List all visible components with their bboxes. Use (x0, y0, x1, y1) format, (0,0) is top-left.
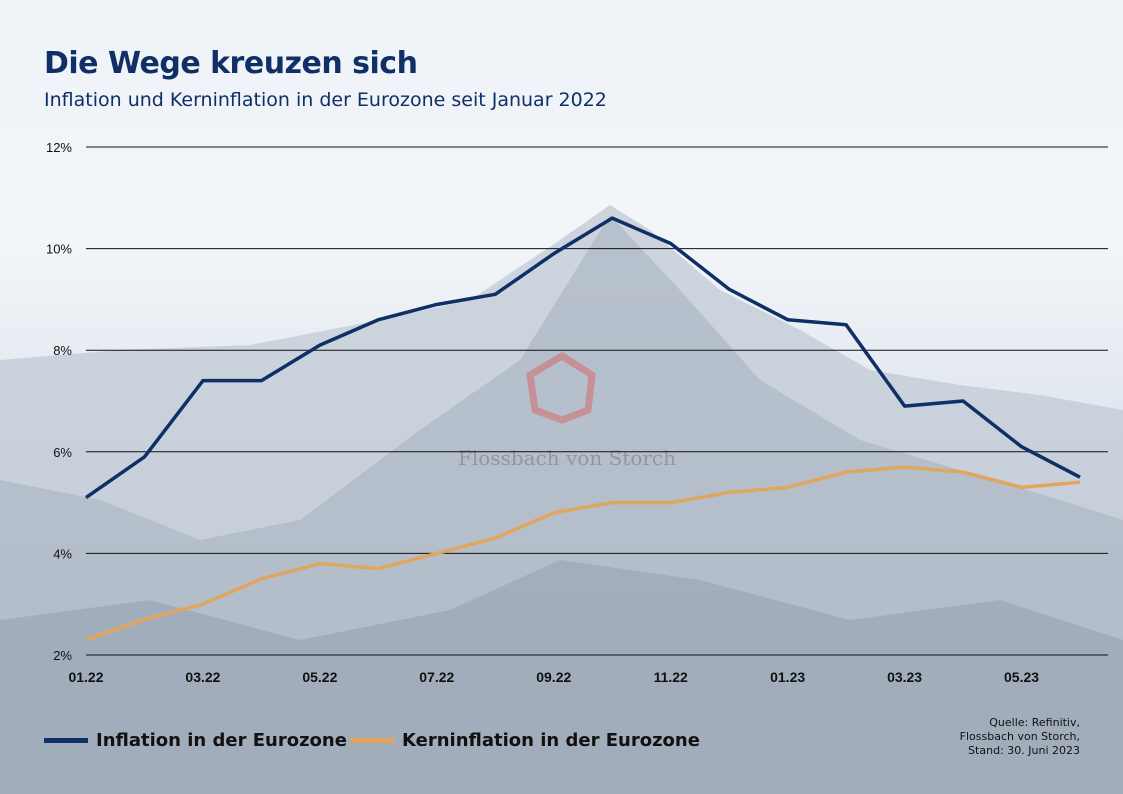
source-line: Flossbach von Storch, (959, 730, 1080, 743)
x-tick-label: 09.22 (536, 669, 571, 685)
x-tick-label: 03.22 (185, 669, 220, 685)
logo-pentagon-icon (526, 351, 596, 424)
x-tick-label: 05.22 (302, 669, 337, 685)
y-tick-label: 2% (53, 648, 72, 663)
x-tick-label: 07.22 (419, 669, 454, 685)
watermark: Flossbach von Storch (458, 446, 677, 470)
x-tick-label: 01.23 (770, 669, 805, 685)
legend-item-core-inflation: Kerninflation in der Eurozone (350, 730, 700, 751)
legend-swatch-inflation (44, 738, 88, 743)
x-tick-label: 11.22 (654, 669, 688, 685)
legend-label-inflation: Inflation in der Eurozone (96, 730, 347, 751)
y-tick-label: 12% (46, 140, 72, 155)
y-tick-label: 10% (46, 242, 72, 257)
chart-title: Die Wege kreuzen sich (44, 46, 418, 81)
x-tick-label: 03.23 (887, 669, 922, 685)
source-line: Quelle: Refinitiv, (989, 716, 1080, 729)
y-tick-label: 4% (53, 546, 72, 561)
series-line-core-inflation (85, 465, 1081, 642)
legend-swatch-core-inflation (350, 738, 394, 743)
y-tick-label: 8% (53, 343, 72, 358)
source-note: Quelle: Refinitiv, Flossbach von Storch,… (960, 716, 1080, 758)
x-tick-label: 05.23 (1004, 669, 1039, 685)
source-line: Stand: 30. Juni 2023 (968, 744, 1080, 757)
y-tick-label: 6% (53, 445, 72, 460)
x-tick-label: 01.22 (68, 669, 103, 685)
chart-subtitle: Inflation und Kerninflation in der Euroz… (44, 89, 607, 111)
legend-item-inflation: Inflation in der Eurozone (44, 730, 347, 751)
series-line-inflation (85, 216, 1081, 499)
legend-label-core-inflation: Kerninflation in der Eurozone (402, 730, 700, 751)
